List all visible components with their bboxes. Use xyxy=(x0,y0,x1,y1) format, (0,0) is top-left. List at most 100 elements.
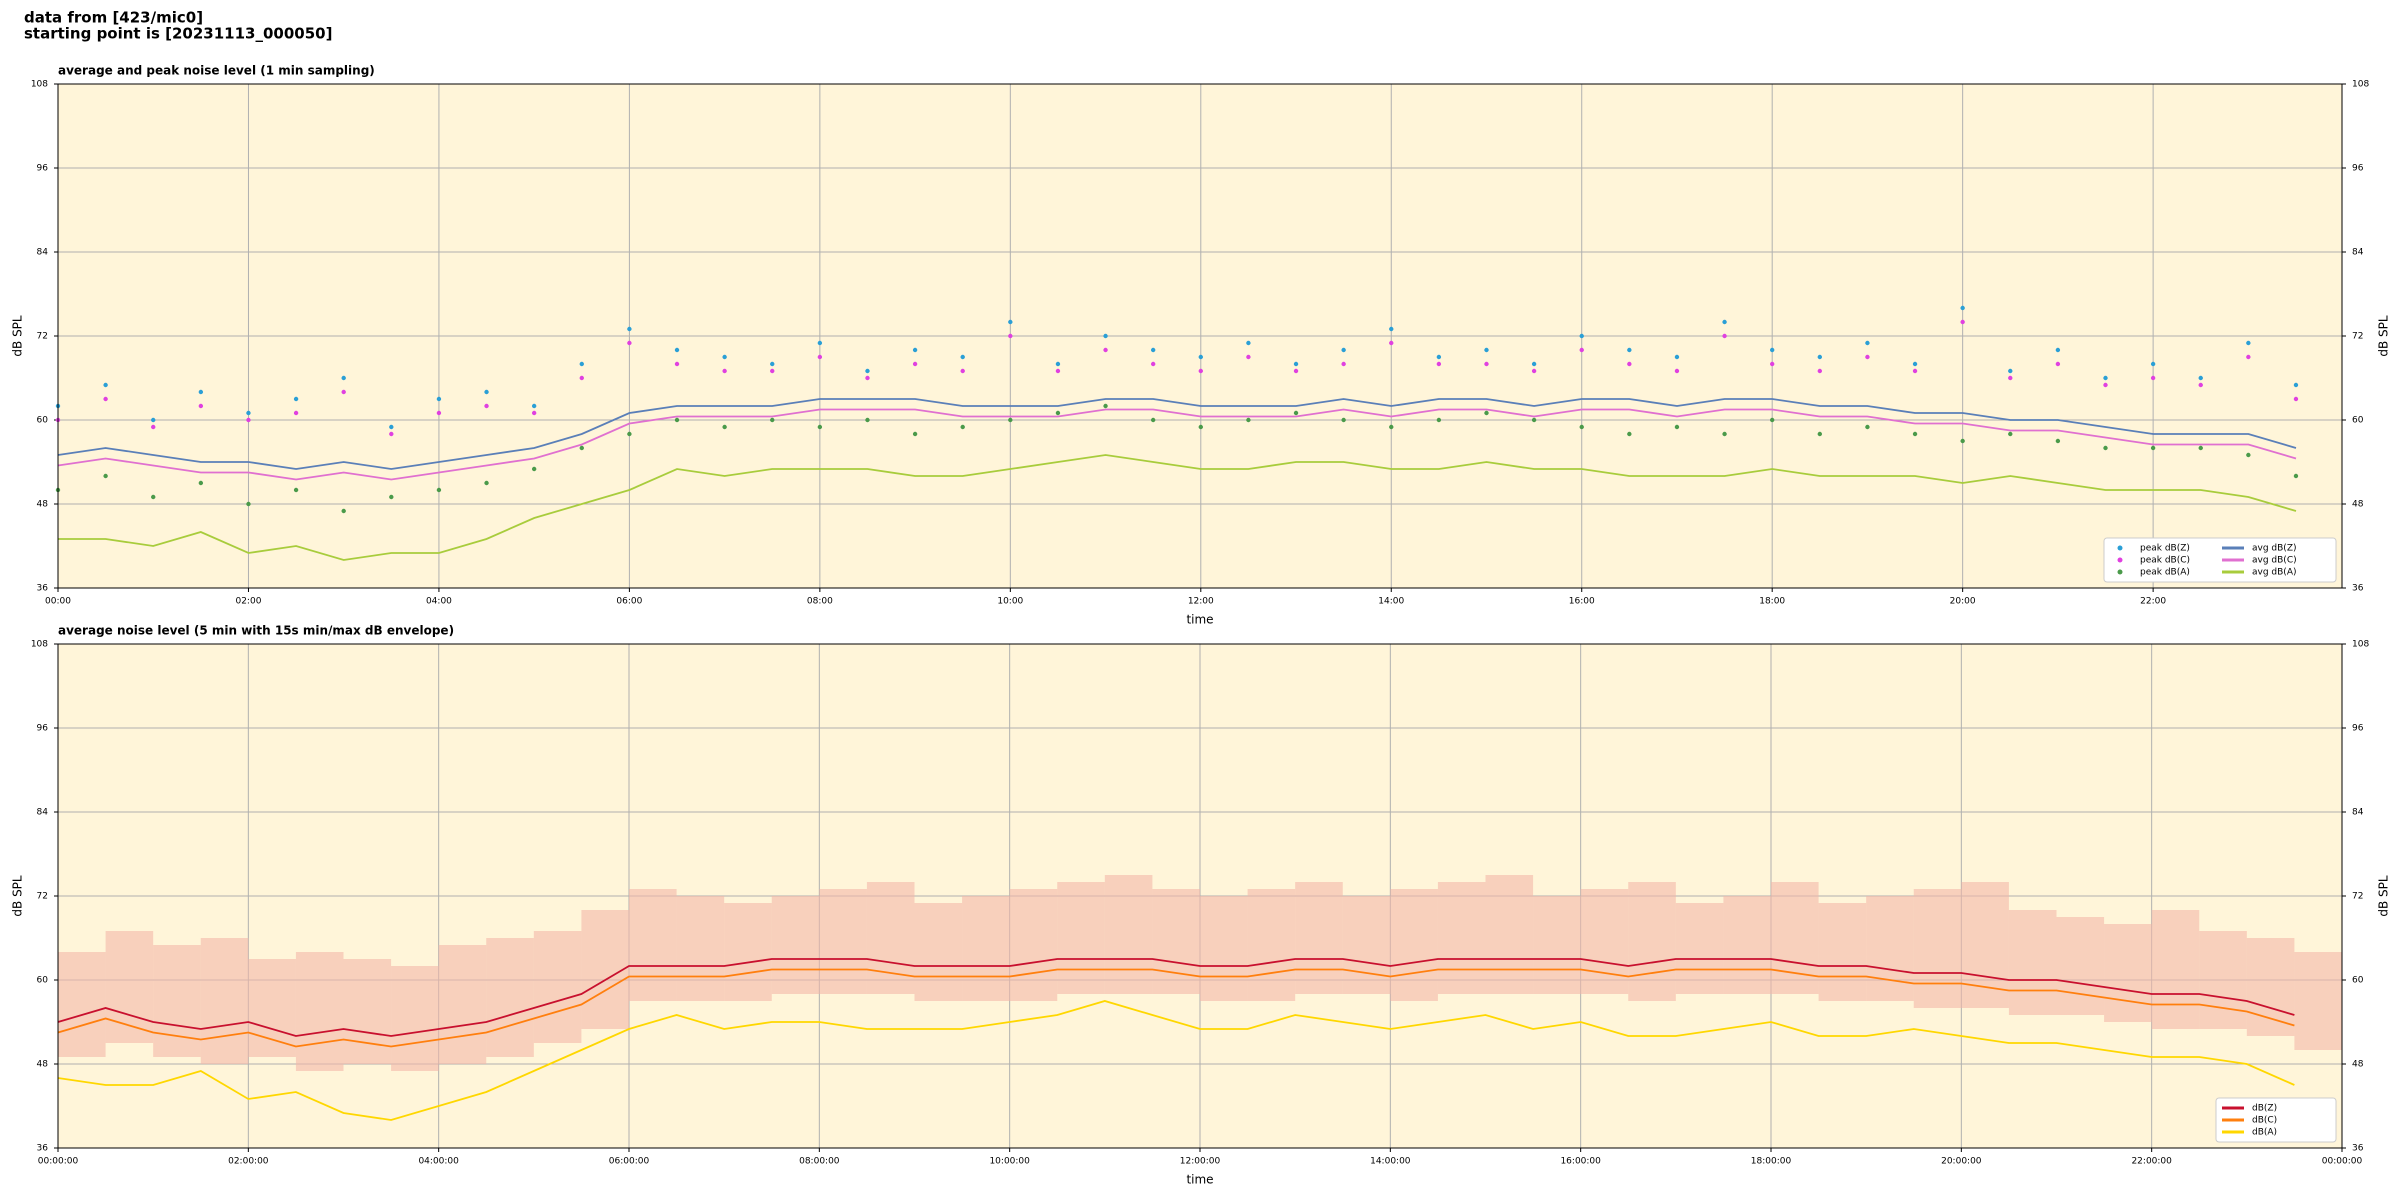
legend-label: avg dB(Z) xyxy=(2252,544,2297,554)
x-axis-label: time xyxy=(1186,1173,1213,1187)
peak-point xyxy=(1293,410,1299,416)
peak-point xyxy=(1103,347,1108,353)
y-tick-label: 96 xyxy=(37,164,49,174)
legend-label: dB(Z) xyxy=(2252,1104,2277,1114)
envelope-band xyxy=(1057,882,1105,994)
peak-point xyxy=(1341,347,1346,353)
envelope-band xyxy=(1009,889,1058,1001)
envelope-band xyxy=(438,945,487,1064)
y-tick-label: 96 xyxy=(2352,724,2364,734)
peak-point xyxy=(1436,354,1442,360)
peak-point xyxy=(1722,319,1727,325)
peak-point xyxy=(817,424,823,430)
y-tick-label: 36 xyxy=(37,1144,49,1154)
peak-point xyxy=(1150,347,1156,353)
peak-point xyxy=(531,410,537,416)
y-tick-label: 48 xyxy=(2352,500,2364,510)
x-tick-label: 02:00:00 xyxy=(228,1157,269,1167)
peak-point xyxy=(1674,368,1680,374)
series-line xyxy=(57,968,2295,1048)
peak-point xyxy=(2103,375,2108,381)
y-tick-label: 48 xyxy=(37,500,49,510)
peak-point xyxy=(389,424,394,430)
peak-point xyxy=(2198,375,2203,381)
envelope-band xyxy=(153,945,201,1057)
peak-point xyxy=(1912,431,1918,437)
peak-point xyxy=(2246,354,2251,360)
peak-point xyxy=(389,431,394,437)
peak-point xyxy=(2055,361,2061,367)
peak-point xyxy=(1960,305,1965,311)
envelope-band xyxy=(1675,903,1724,994)
peak-point xyxy=(1627,361,1632,367)
envelope-band xyxy=(1390,889,1438,1001)
peak-point xyxy=(1055,361,1061,367)
header-line: data from [423/mic0] xyxy=(24,9,203,27)
peak-point xyxy=(198,403,204,409)
peak-point xyxy=(1674,424,1680,430)
y-axis-label: dB SPL xyxy=(11,315,25,357)
peak-point xyxy=(2246,452,2251,458)
peak-point xyxy=(2293,396,2299,402)
envelope-band xyxy=(1771,882,1819,994)
envelope-band xyxy=(1580,889,1629,994)
peak-point xyxy=(1198,368,1203,374)
y-tick-label: 36 xyxy=(2352,1144,2364,1154)
peak-point xyxy=(1531,417,1537,423)
peak-point xyxy=(246,410,251,416)
peak-point xyxy=(1960,319,1965,325)
peak-point xyxy=(2008,431,2013,437)
x-tick-label: 12:00 xyxy=(1188,597,1214,607)
peak-point xyxy=(293,487,299,493)
envelope-band xyxy=(486,938,534,1057)
legend-label: avg dB(C) xyxy=(2252,556,2297,566)
peak-point xyxy=(722,354,727,360)
x-tick-label: 02:00 xyxy=(235,597,261,607)
envelope-band xyxy=(1913,889,1962,1008)
y-tick-label: 60 xyxy=(37,976,49,986)
envelope-band xyxy=(1342,896,1391,994)
peak-point xyxy=(579,361,584,367)
envelope-band xyxy=(2294,952,2342,1050)
peak-point xyxy=(960,354,965,360)
series-line xyxy=(57,408,2297,481)
peak-point xyxy=(341,375,346,381)
peak-point xyxy=(1674,354,1680,360)
peak-point xyxy=(1293,361,1299,367)
y-tick-label: 84 xyxy=(37,808,49,818)
peak-point xyxy=(1150,361,1156,367)
peak-point xyxy=(1912,361,1918,367)
y-tick-label: 60 xyxy=(2352,976,2364,986)
peak-point xyxy=(1531,368,1537,374)
y-tick-label: 48 xyxy=(37,1060,49,1070)
peak-point xyxy=(1817,368,1823,374)
y-tick-label: 36 xyxy=(2352,584,2364,594)
peak-point xyxy=(246,501,251,507)
envelope-band xyxy=(962,896,1010,1001)
peak-point xyxy=(1484,361,1489,367)
series-line xyxy=(57,398,2297,470)
envelope-band xyxy=(2246,938,2295,1036)
peak-point xyxy=(2150,375,2156,381)
peak-point xyxy=(1150,417,1156,423)
chart-title: average and peak noise level (1 min samp… xyxy=(58,64,375,78)
peak-point xyxy=(151,417,156,423)
y-tick-label: 84 xyxy=(37,248,49,258)
peak-point xyxy=(1865,340,1870,346)
y-tick-label: 108 xyxy=(31,640,48,650)
y-tick-label: 72 xyxy=(37,332,48,342)
y-tick-label: 60 xyxy=(37,416,49,426)
x-tick-label: 10:00:00 xyxy=(989,1157,1030,1167)
peak-point xyxy=(436,396,442,402)
x-tick-label: 00:00:00 xyxy=(2322,1157,2363,1167)
peak-point xyxy=(2198,445,2203,451)
peak-point xyxy=(2150,445,2156,451)
peak-point xyxy=(674,361,680,367)
peak-point xyxy=(1436,417,1442,423)
peak-point xyxy=(2103,382,2108,388)
peak-point xyxy=(865,368,870,374)
peak-point xyxy=(293,396,299,402)
peak-point xyxy=(1817,431,1823,437)
peak-point xyxy=(1246,354,1251,360)
